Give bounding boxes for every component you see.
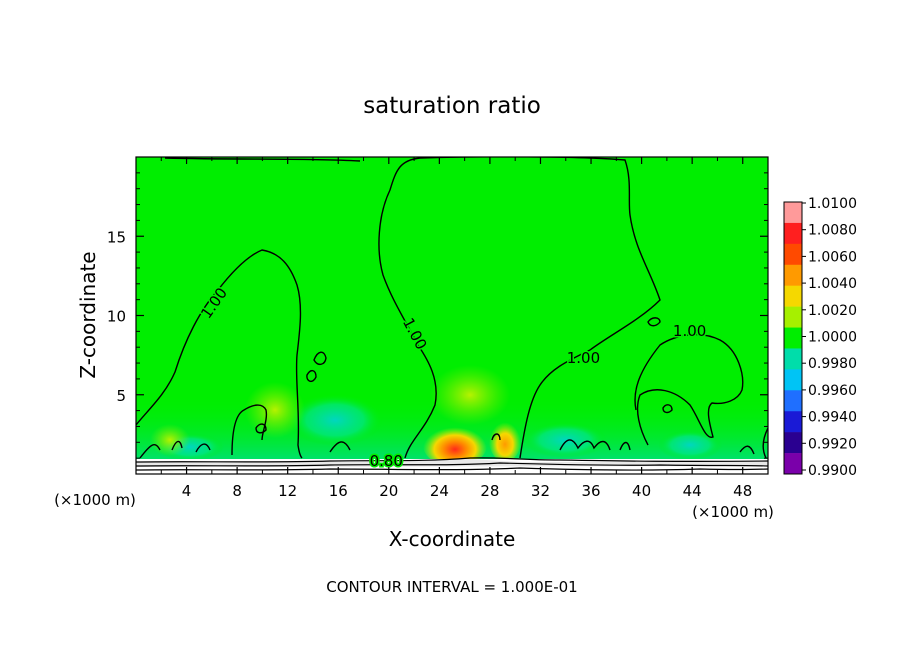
colorbar-swatch	[784, 327, 802, 349]
colorbar-label: 0.9940	[808, 410, 857, 426]
colorbar-label: 1.0100	[808, 196, 857, 212]
x-tick-label: 4	[182, 482, 192, 500]
contour-surface-3	[136, 467, 768, 471]
colorbar-frame	[783, 201, 803, 475]
x-tick-label: 48	[733, 482, 752, 500]
red-patch	[423, 423, 487, 467]
colorbar-swatch	[784, 202, 802, 224]
contour-small-island	[306, 370, 317, 382]
colorbar-swatch	[784, 369, 802, 391]
colorbar-label: 1.0060	[808, 249, 857, 265]
lime-patch	[245, 382, 305, 438]
colorbar-swatch	[784, 222, 802, 245]
x-tick-label: 24	[430, 482, 449, 500]
contour-right-edge	[762, 427, 768, 459]
y-axis: 5 10 15	[107, 172, 768, 459]
lime-patch	[150, 424, 190, 456]
yellow-patch	[489, 418, 521, 462]
colorbar-label: 0.9900	[808, 463, 857, 479]
contour-label: 1.00	[567, 349, 600, 367]
x-tick-label: 32	[531, 482, 550, 500]
colorbar-label: 0.9960	[808, 383, 857, 399]
x-tick-label: 44	[683, 482, 702, 500]
y-tick-label: 5	[116, 387, 126, 405]
y-tick-label: 15	[107, 228, 126, 246]
x-tick-label: 12	[278, 482, 297, 500]
contour-label: 0.80	[370, 452, 403, 470]
colorbar-label: 0.9920	[808, 436, 857, 452]
x-axis: 4 8 12 16 20 24 28 32 36 40 44 48	[160, 157, 752, 500]
contour-interval-note: CONTOUR INTERVAL = 1.000E-01	[326, 578, 577, 596]
colorbar-label: 1.0040	[808, 276, 857, 292]
colorbar-swatch	[784, 390, 802, 412]
x-tick-label: 8	[232, 482, 242, 500]
colorbar-swatch	[784, 264, 802, 286]
x-unit-left: (×1000 m)	[54, 491, 136, 509]
contour-lines	[136, 157, 768, 471]
cyan-patch	[287, 394, 383, 446]
colorbar-swatch	[784, 285, 802, 307]
x-tick-label: 40	[632, 482, 651, 500]
x-axis-label: X-coordinate	[389, 527, 516, 551]
chart-title: saturation ratio	[363, 93, 541, 119]
colorbar-label: 1.0020	[808, 303, 857, 319]
y-axis-label: Z-coordinate	[76, 251, 100, 378]
x-unit-right: (×1000 m)	[692, 503, 774, 521]
heatmap-field: 1.001.001.001.000.80	[136, 157, 768, 474]
colorbar-swatch	[784, 432, 802, 454]
colorbar-label: 1.0080	[808, 223, 857, 239]
colorbar-swatch	[784, 306, 802, 328]
x-tick-label: 36	[581, 482, 600, 500]
contour-right-loop	[634, 333, 744, 446]
colorbar: 1.0100 1.0080 1.0060 1.0040 1.0020 1.0000 0.99…	[783, 196, 857, 479]
colorbar-label: 1.0000	[808, 330, 857, 346]
colorbar-label: 0.9980	[808, 356, 857, 372]
cyan-patch	[523, 422, 607, 458]
contour-small-island	[647, 317, 661, 327]
contour-surface-2	[136, 462, 768, 467]
y-tick-label: 10	[107, 308, 126, 326]
cyan-patch	[658, 430, 722, 460]
x-tick-label: 20	[379, 482, 398, 500]
x-tick-label: 16	[329, 482, 348, 500]
contour-label: 1.00	[673, 322, 706, 340]
contour-small-island	[662, 404, 673, 414]
contour-small-island	[313, 351, 327, 365]
colorbar-swatch	[784, 243, 802, 266]
contour-small-island	[255, 423, 267, 434]
colorbar-swatch	[784, 348, 802, 370]
colorbar-swatch	[784, 453, 802, 475]
x-tick-label: 28	[480, 482, 499, 500]
contour-central-column	[378, 157, 661, 459]
contour-low-wiggles	[139, 433, 755, 459]
lime-patch	[430, 365, 510, 425]
contour-surface-1	[136, 457, 768, 463]
contour-left-dome	[136, 249, 303, 459]
colorbar-swatch	[784, 411, 802, 433]
